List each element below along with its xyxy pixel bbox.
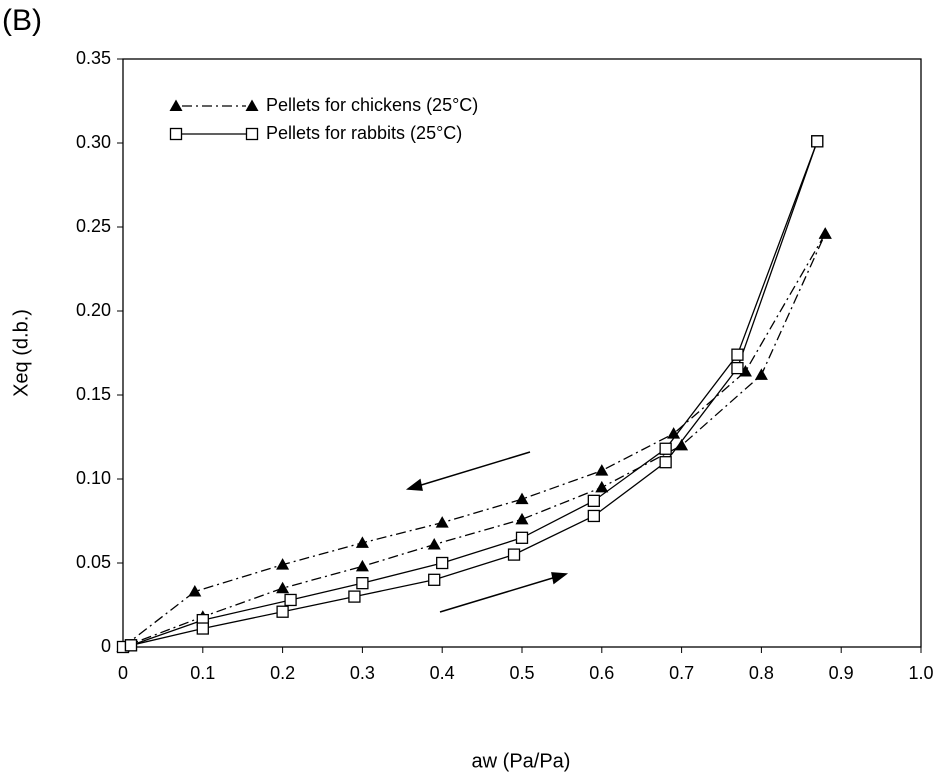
marker: [355, 559, 369, 572]
marker: [507, 548, 521, 561]
marker: [436, 556, 449, 570]
x-tick-label: 0.8: [749, 663, 774, 683]
marker: [659, 442, 672, 455]
x-tick-label: 0.7: [669, 663, 694, 683]
marker: [245, 127, 259, 141]
panel-label: (B): [2, 4, 42, 37]
marker: [276, 605, 289, 618]
y-tick-label: 0.20: [76, 300, 111, 320]
marker: [587, 509, 600, 523]
marker: [348, 590, 361, 603]
x-tick-label: 0.4: [430, 663, 455, 683]
marker: [731, 348, 744, 361]
marker: [667, 427, 681, 439]
marker: [811, 135, 824, 148]
y-tick-label: 0: [101, 636, 111, 656]
marker: [818, 227, 832, 239]
marker: [276, 581, 290, 594]
legend-label: Pellets for rabbits (25°C): [266, 123, 462, 143]
marker: [169, 99, 183, 111]
series-line: [122, 233, 826, 648]
x-tick-label: 0.5: [509, 663, 534, 683]
marker: [124, 639, 138, 652]
marker: [284, 593, 297, 607]
series-line: [122, 233, 826, 648]
x-axis-label: aw (Pa/Pa): [472, 750, 571, 772]
x-tick-label: 1.0: [908, 663, 933, 683]
marker: [595, 464, 609, 476]
marker: [169, 127, 183, 141]
x-tick-label: 0.9: [829, 663, 854, 683]
marker: [427, 538, 441, 550]
y-axis-label: Xeq (d.b.): [10, 309, 32, 397]
marker: [515, 531, 529, 544]
y-tick-label: 0.25: [76, 216, 111, 236]
marker: [196, 622, 209, 635]
marker: [188, 585, 202, 597]
marker: [754, 368, 768, 380]
marker: [515, 512, 529, 525]
marker: [245, 99, 259, 111]
marker: [515, 492, 529, 505]
y-tick-label: 0.15: [76, 384, 111, 404]
x-tick-label: 0: [118, 663, 128, 683]
marker: [356, 577, 369, 590]
marker: [355, 536, 369, 548]
series-line: [122, 141, 818, 648]
y-tick-label: 0.05: [76, 552, 111, 572]
x-tick-label: 0.3: [350, 663, 375, 683]
marker: [659, 456, 672, 469]
marker: [428, 573, 441, 586]
marker: [587, 494, 600, 507]
marker: [675, 438, 689, 451]
marker: [276, 558, 290, 570]
marker: [731, 361, 744, 375]
x-tick-label: 0.2: [270, 663, 295, 683]
y-tick-label: 0.10: [76, 468, 111, 488]
y-tick-label: 0.30: [76, 132, 111, 152]
marker: [435, 516, 449, 528]
y-tick-label: 0.35: [76, 48, 111, 68]
legend-label: Pellets for chickens (25°C): [266, 95, 478, 115]
plot-frame: [122, 58, 922, 648]
x-tick-label: 0.6: [589, 663, 614, 683]
series-line: [130, 141, 818, 646]
marker: [595, 480, 609, 493]
arrows: [405, 451, 569, 613]
x-tick-label: 0.1: [190, 663, 215, 683]
